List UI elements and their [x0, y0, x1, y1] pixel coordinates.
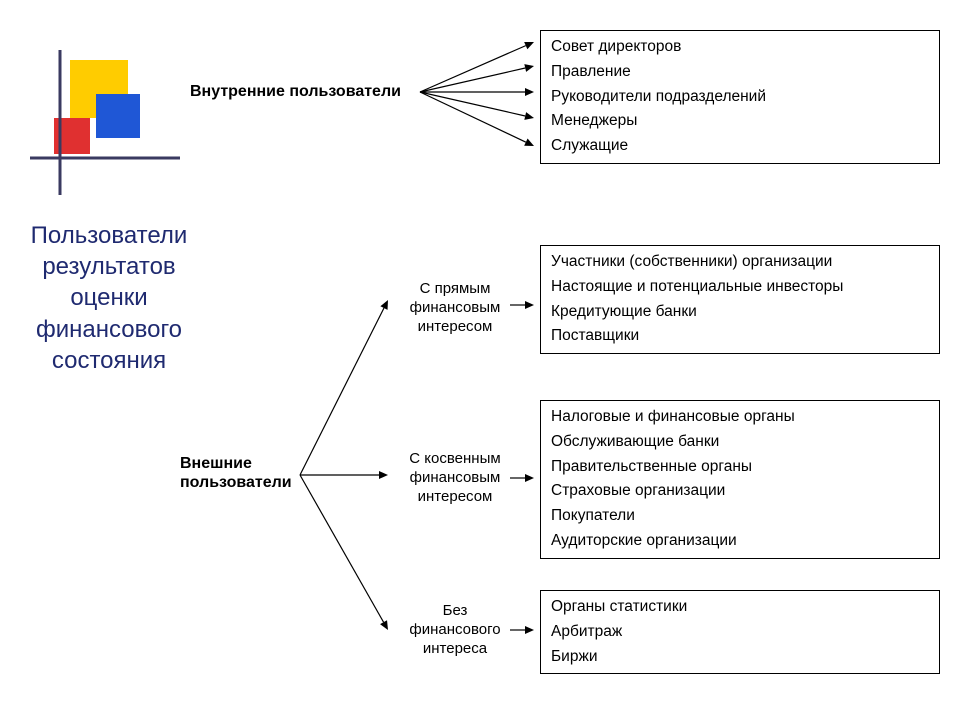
- list-item: Налоговые и финансовые органы: [551, 405, 929, 430]
- list-item: Аудиторские организации: [551, 529, 929, 554]
- box-indirect: Налоговые и финансовые органыОбслуживающ…: [540, 400, 940, 559]
- list-item: Органы статистики: [551, 595, 929, 620]
- list-item: Арбитраж: [551, 620, 929, 645]
- decor-blue: [96, 94, 140, 138]
- heading-internal: Внутренние пользователи: [190, 82, 401, 101]
- list-item: Руководители подразделений: [551, 85, 929, 110]
- decor-red: [54, 118, 90, 154]
- list-item: Служащие: [551, 134, 929, 159]
- heading-external: Внешние пользователи: [180, 454, 292, 492]
- list-item: Биржи: [551, 645, 929, 670]
- page-title: Пользователи результатов оценки финансов…: [24, 220, 194, 376]
- list-item: Кредитующие банки: [551, 300, 929, 325]
- box-direct: Участники (собственники) организацииНаст…: [540, 245, 940, 354]
- decor-yellow: [70, 60, 128, 118]
- list-item: Правление: [551, 60, 929, 85]
- list-item: Менеджеры: [551, 109, 929, 134]
- list-item: Покупатели: [551, 504, 929, 529]
- box-internal: Совет директоровПравлениеРуководители по…: [540, 30, 940, 164]
- box-none: Органы статистикиАрбитражБиржи: [540, 590, 940, 674]
- list-item: Поставщики: [551, 324, 929, 349]
- sublabel-indirect: С косвенным финансовым интересом: [395, 450, 515, 506]
- list-item: Совет директоров: [551, 35, 929, 60]
- list-item: Настоящие и потенциальные инвесторы: [551, 275, 929, 300]
- list-item: Обслуживающие банки: [551, 430, 929, 455]
- list-item: Участники (собственники) организации: [551, 250, 929, 275]
- list-item: Правительственные органы: [551, 455, 929, 480]
- sublabel-direct: С прямым финансовым интересом: [395, 280, 515, 336]
- sublabel-none: Без финансового интереса: [395, 602, 515, 658]
- list-item: Страховые организации: [551, 479, 929, 504]
